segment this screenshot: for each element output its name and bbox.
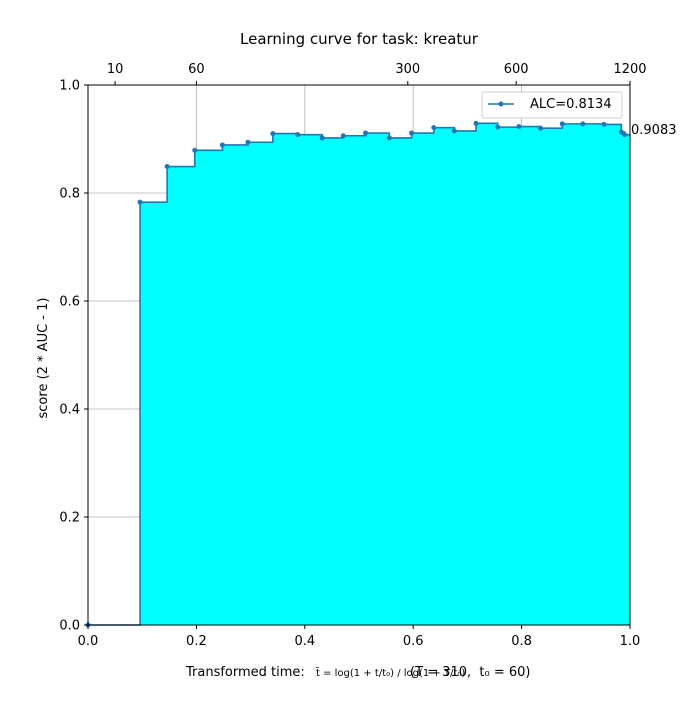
data-point	[340, 133, 346, 139]
data-point	[409, 130, 415, 136]
data-point	[580, 121, 586, 127]
legend: ALC=0.8134	[481, 91, 623, 119]
data-point	[559, 121, 565, 127]
data-point	[386, 135, 392, 141]
x-axis-label: Transformed time: t̃ = log(1 + t/t₀) / l…	[185, 665, 530, 680]
data-point	[295, 132, 301, 138]
x-tick-label: 0.6	[403, 634, 424, 649]
data-point	[270, 131, 276, 137]
top-tick-label: 10	[107, 62, 124, 77]
data-point	[164, 164, 170, 170]
x-tick-label: 1.0	[620, 634, 641, 649]
data-point	[451, 128, 457, 134]
chart-title: Learning curve for task: kreatur	[240, 30, 479, 48]
data-point	[538, 125, 544, 131]
data-point	[495, 124, 501, 130]
y-tick-label: 0.8	[59, 187, 80, 202]
legend-box	[481, 91, 623, 119]
x-axis-label-params: (T = 310, t₀ = 60)	[410, 665, 530, 680]
score-points	[85, 120, 628, 628]
data-point	[622, 132, 628, 138]
x-axis-label-prefix: Transformed time:	[185, 665, 309, 680]
top-tick-label: 600	[504, 62, 529, 77]
data-point	[473, 120, 479, 126]
data-point	[137, 199, 143, 205]
data-point	[516, 124, 522, 130]
x-tick-label: 0.8	[511, 634, 532, 649]
y-tick-label: 0.2	[59, 511, 80, 526]
legend-label: ALC=0.8134	[530, 97, 612, 112]
top-tick-label: 60	[188, 62, 205, 77]
data-point	[363, 130, 369, 136]
top-tick-label: 300	[395, 62, 420, 77]
y-tick-label: 0.0	[59, 619, 80, 634]
plot-frame	[87, 84, 631, 626]
data-point	[245, 139, 251, 145]
y-tick-label: 1.0	[59, 79, 80, 94]
data-point	[219, 142, 225, 148]
x-tick-label: 0.0	[78, 634, 99, 649]
y-axis-label: score (2 * AUC - 1)	[36, 298, 51, 419]
data-point	[601, 121, 607, 127]
y-tick-label: 0.6	[59, 295, 80, 310]
final-score-label: 0.9083	[631, 123, 677, 138]
y-tick-label: 0.4	[59, 403, 80, 418]
top-tick-label: 1200	[613, 62, 646, 77]
score-area-fill	[88, 123, 630, 625]
data-point	[319, 135, 325, 141]
axes-ticks: 0.0 0.2 0.4 0.6 0.8 1.0 0.0 0.2 0.4 0.6 0.8 1.0 10 60…	[59, 62, 646, 649]
data-point	[431, 125, 437, 131]
x-tick-label: 0.2	[186, 634, 207, 649]
legend-marker	[498, 101, 504, 107]
x-tick-label: 0.4	[294, 634, 315, 649]
x-axis-label-formula: t̃ = log(1 + t/t₀) / log(1 + T/t₀)	[315, 666, 466, 679]
data-point	[192, 147, 198, 153]
